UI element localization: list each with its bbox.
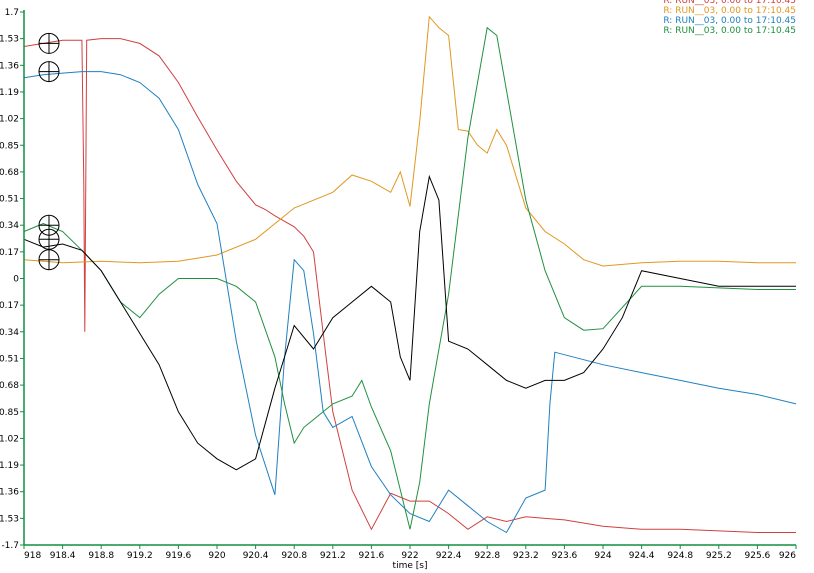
y-tick-label-5: 0.85 <box>0 141 19 151</box>
y-tick-label-15: -0.85 <box>0 408 19 418</box>
y-tick-label-18: -1.36 <box>0 488 19 498</box>
y-tick-label-7: 0.51 <box>0 195 19 205</box>
y-axis: 1.7 1.53 1.36 1.19 1.02 0.85 0.68 0.51 0.34 0.17 0… <box>0 8 25 551</box>
y-tick-label-0: 1.7 <box>5 8 19 18</box>
y-tick-label-6: 0.68 <box>0 168 19 178</box>
x-tick-label-10: 922 <box>401 551 418 561</box>
legend-entry-0: R: RUN__03, 0.00 to 17:10.45 <box>663 0 796 6</box>
cursor-marker-0[interactable] <box>38 32 60 54</box>
y-tick-label-9: 0.17 <box>0 248 19 258</box>
x-tick-label-9: 921.6 <box>359 551 385 561</box>
x-axis: 918 918.4 918.8 919.2 919.6 920 920.4 920.8 921.… <box>23 544 797 561</box>
x-tick-label-15: 924 <box>594 551 611 561</box>
x-tick-label-8: 921.2 <box>320 551 346 561</box>
cursor-marker-4[interactable] <box>38 249 60 271</box>
legend: R: RUN__03, 0.00 to 17:10.45R: RUN__03, … <box>663 0 796 36</box>
x-axis-title: time [s] <box>393 561 428 571</box>
y-tick-label-3: 1.19 <box>0 88 19 98</box>
y-tick-label-12: -0.34 <box>0 328 19 338</box>
y-tick-label-4: 1.02 <box>0 115 19 125</box>
y-tick-label-2: 1.36 <box>0 61 19 71</box>
y-tick-label-13: -0.51 <box>0 354 19 364</box>
y-tick-label-14: -0.68 <box>0 381 19 391</box>
x-tick-label-17: 924.8 <box>667 551 693 561</box>
x-tick-label-4: 919.6 <box>166 551 192 561</box>
y-tick-label-20: -1.7 <box>1 541 19 551</box>
x-tick-label-16: 924.4 <box>629 551 655 561</box>
y-tick-label-1: 1.53 <box>0 35 19 45</box>
series-line-4 <box>23 174 796 471</box>
y-tick-label-11: -0.17 <box>0 301 19 311</box>
x-tick-label-0: 918 <box>24 551 41 561</box>
cursor-markers[interactable] <box>38 32 60 271</box>
x-tick-label-18: 925.2 <box>706 551 732 561</box>
x-tick-label-14: 923.6 <box>552 551 578 561</box>
x-tick-label-12: 922.8 <box>474 551 500 561</box>
y-tick-label-10: 0 <box>13 275 19 285</box>
legend-entry-3: R: RUN__03, 0.00 to 17:10.45 <box>663 26 796 36</box>
x-tick-label-11: 922.4 <box>436 551 462 561</box>
x-tick-label-1: 918.4 <box>50 551 76 561</box>
y-tick-label-8: 0.34 <box>0 221 19 231</box>
series-line-2 <box>23 71 797 534</box>
x-tick-label-6: 920.4 <box>243 551 269 561</box>
y-tick-label-17: -1.19 <box>0 461 19 471</box>
series-line-0 <box>23 38 796 533</box>
x-tick-label-20: 926 <box>779 551 796 561</box>
cursor-marker-1[interactable] <box>38 61 60 83</box>
x-tick-label-13: 923.2 <box>513 551 539 561</box>
legend-entry-1: R: RUN__03, 0.00 to 17:10.45 <box>663 6 796 16</box>
cursor-marker-3[interactable] <box>38 228 60 250</box>
x-tick-label-2: 918.8 <box>88 551 114 561</box>
legend-entry-2: R: RUN__03, 0.00 to 17:10.45 <box>663 16 796 26</box>
x-tick-label-19: 925.6 <box>745 551 771 561</box>
x-tick-label-7: 920.8 <box>281 551 307 561</box>
series-line-3 <box>23 26 796 530</box>
y-tick-label-19: -1.53 <box>0 514 19 524</box>
y-tick-label-16: -1.02 <box>0 434 19 444</box>
plot-lines <box>23 15 797 534</box>
x-tick-label-3: 919.2 <box>127 551 153 561</box>
x-tick-label-5: 920 <box>208 551 225 561</box>
series-line-1 <box>23 15 796 267</box>
